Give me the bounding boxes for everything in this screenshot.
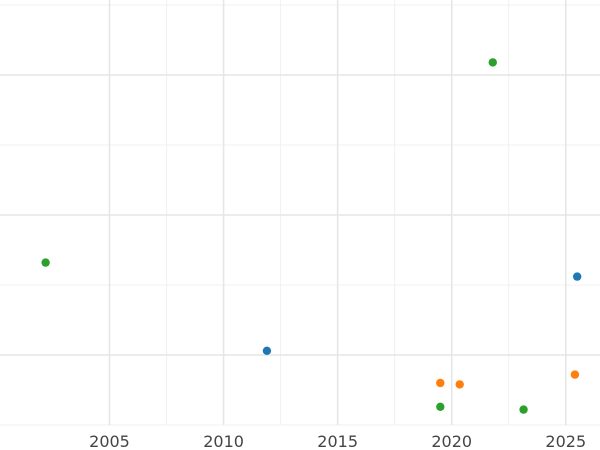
data-point-series-1 [572, 272, 582, 281]
data-point-series-3 [519, 405, 528, 414]
data-point-series-3 [41, 258, 50, 267]
x-tick-label: 2020 [431, 432, 472, 450]
data-point-series-1 [262, 346, 272, 355]
data-points [41, 58, 582, 414]
x-tick-label: 2015 [317, 432, 358, 450]
x-axis-tick-labels: 2005 2010 2015 2020 2025 [89, 432, 586, 450]
x-tick-label: 2005 [89, 432, 130, 450]
gridlines [0, 0, 600, 426]
x-tick-label: 2010 [203, 432, 244, 450]
x-tick-label: 2025 [545, 432, 586, 450]
data-point-series-2 [436, 378, 445, 388]
data-point-series-2 [570, 370, 580, 379]
data-point-series-2 [455, 380, 464, 389]
data-point-series-3 [488, 58, 497, 67]
data-point-series-3 [436, 402, 445, 411]
